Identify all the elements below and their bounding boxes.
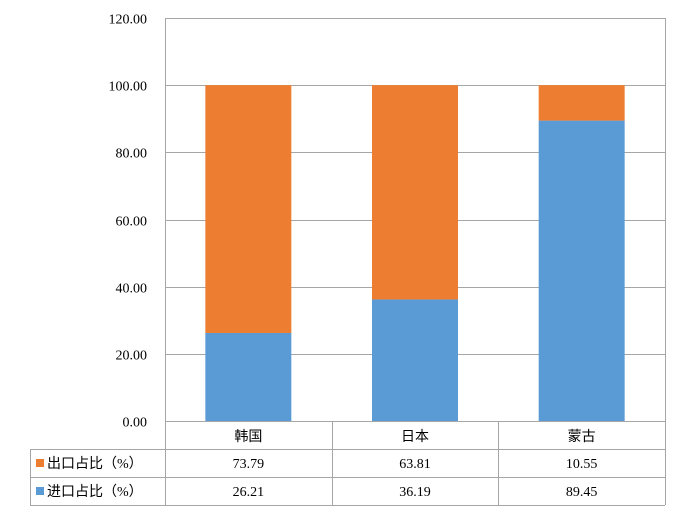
legend-label: 出口占比（%） bbox=[47, 456, 143, 472]
bar-segment bbox=[205, 85, 292, 333]
legend-swatch bbox=[36, 487, 44, 495]
data-label: 36.19 bbox=[399, 485, 431, 500]
data-label: 10.55 bbox=[566, 457, 598, 472]
bar-segment bbox=[205, 332, 292, 421]
category-label: 日本 bbox=[401, 429, 429, 445]
y-axis-tick-labels: 0.00 20.00 40.00 60.00 80.00 100.00 120.00 bbox=[109, 13, 148, 431]
data-label: 26.21 bbox=[233, 485, 265, 500]
legend-label: 进口占比（%） bbox=[47, 484, 143, 500]
bar-segment bbox=[372, 85, 458, 300]
y-tick-label: 100.00 bbox=[109, 80, 148, 95]
y-tick-label: 120.00 bbox=[109, 13, 148, 28]
category-label: 蒙古 bbox=[568, 429, 596, 445]
bar-segment bbox=[372, 299, 458, 421]
data-label: 63.81 bbox=[399, 457, 431, 472]
y-tick-label: 60.00 bbox=[116, 215, 148, 230]
bars bbox=[205, 85, 625, 422]
y-tick-label: 0.00 bbox=[123, 416, 148, 431]
legend-swatch bbox=[36, 459, 44, 467]
y-tick-label: 40.00 bbox=[116, 282, 148, 297]
bar-segment bbox=[538, 85, 625, 121]
bar-segment bbox=[538, 120, 625, 422]
data-label: 89.45 bbox=[566, 485, 598, 500]
category-label: 韩国 bbox=[234, 429, 262, 445]
data-label: 73.79 bbox=[233, 457, 265, 472]
y-tick-label: 20.00 bbox=[116, 349, 148, 364]
y-tick-label: 80.00 bbox=[116, 147, 148, 162]
